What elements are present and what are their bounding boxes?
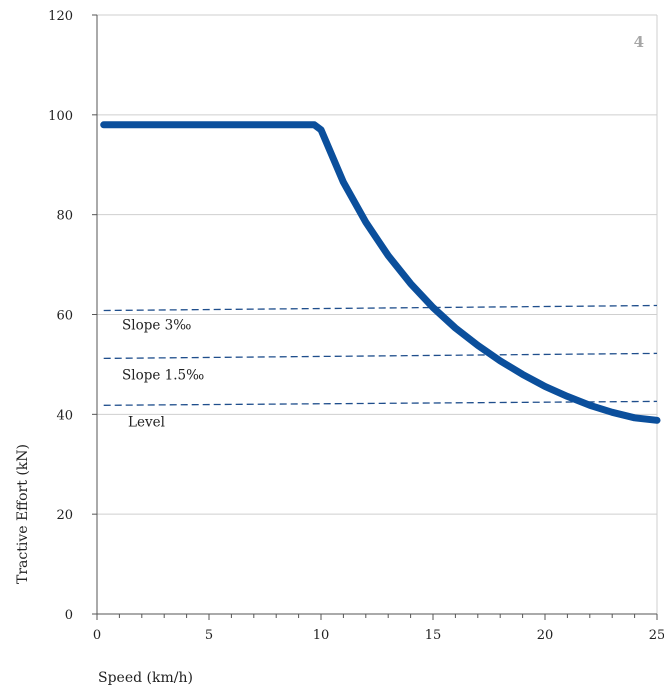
y-axis-title: Tractive Effort (kN) bbox=[15, 444, 31, 584]
x-tick-label: 20 bbox=[537, 628, 554, 643]
y-tick-label: 0 bbox=[65, 608, 73, 623]
y-tick-label: 100 bbox=[48, 109, 73, 124]
y-axis-ticks: 0 20 40 60 80 100 120 bbox=[48, 9, 97, 623]
dashed-line-2 bbox=[103, 352, 658, 360]
panel-number: 4 bbox=[634, 33, 644, 51]
series-labels: Slope 3‰ Slope 1.5‰ Level bbox=[122, 318, 204, 431]
y-tick-label: 120 bbox=[48, 9, 73, 24]
x-axis-ticks: 0 5 10 15 20 25 bbox=[93, 614, 664, 643]
dashed-line-3 bbox=[103, 400, 658, 406]
series-label: Slope 3‰ bbox=[122, 318, 191, 334]
main-curve bbox=[100, 121, 661, 424]
x-tick-label: 0 bbox=[93, 628, 101, 643]
y-tick-label: 80 bbox=[56, 209, 73, 224]
y-tick-label: 60 bbox=[56, 309, 73, 324]
dashed-line-1 bbox=[103, 304, 658, 312]
x-axis-title: Speed (km/h) bbox=[98, 670, 193, 686]
x-tick-label: 15 bbox=[425, 628, 442, 643]
y-tick-label: 20 bbox=[56, 508, 73, 523]
tractive-effort-curve bbox=[100, 121, 661, 424]
x-tick-label: 5 bbox=[205, 628, 213, 643]
series-label: Level bbox=[128, 414, 165, 430]
gridlines bbox=[97, 14, 658, 614]
y-tick-label: 40 bbox=[56, 408, 73, 423]
series-label: Slope 1.5‰ bbox=[122, 367, 204, 383]
dashed-lines bbox=[103, 304, 658, 406]
x-tick-label: 25 bbox=[649, 628, 664, 643]
x-tick-label: 10 bbox=[313, 628, 330, 643]
